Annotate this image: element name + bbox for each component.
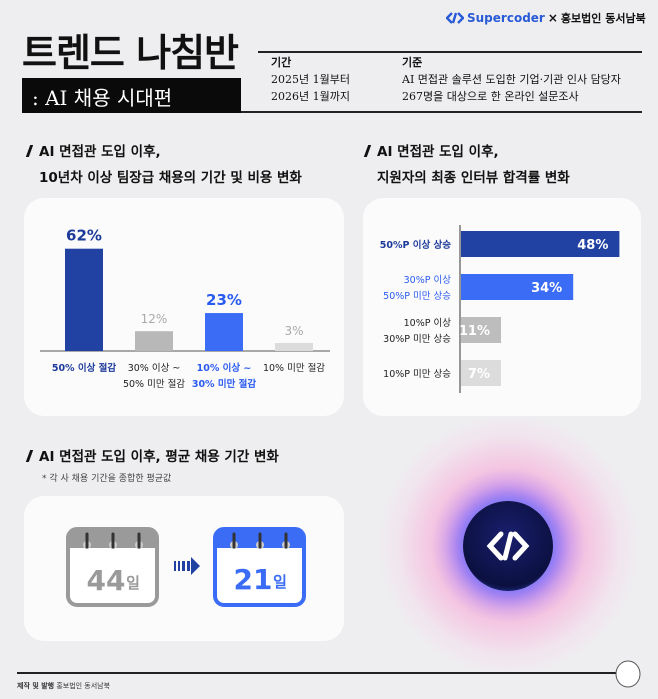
calendar-after-icon: 21 일 <box>213 527 306 607</box>
title-line: AI 면접관 도입 이후, <box>39 144 161 160</box>
title-line: 지원자의 최종 인터뷰 합격률 변화 <box>377 170 570 186</box>
title-line: AI 면접관 도입 이후, 평균 채용 기간 변화 <box>39 449 279 465</box>
data-label: 34% <box>531 281 562 296</box>
pen-icon <box>25 450 34 462</box>
arrow-right-icon <box>174 557 200 575</box>
category-label: 30% 미만 절감 <box>192 378 257 390</box>
duration-graphic: 44 일 21 일 <box>66 527 306 607</box>
page-subtitle: : AI 채용 시대편 <box>22 78 241 113</box>
title-line: 10년차 이상 팀장급 채용의 기간 및 비용 변화 <box>39 170 302 186</box>
duration-card: 44 일 21 일 <box>24 496 344 641</box>
compass-icon <box>615 660 641 688</box>
category-label: 50%P 미만 상승 <box>383 291 451 302</box>
times-sign: × <box>547 11 558 25</box>
supercoder-logo-icon <box>486 531 530 561</box>
period-info: 기간 2025년 1월부터 2026년 1월까지 <box>271 54 350 105</box>
data-label: 48% <box>577 238 608 253</box>
category-label: 10%P 이상 <box>404 318 452 329</box>
brand-logo: Supercoder × 홍보법인 동서남북 <box>446 10 646 26</box>
data-label: 11% <box>459 324 490 339</box>
bar <box>461 360 501 386</box>
category-label: 50% 이상 절감 <box>52 362 117 374</box>
period-label: 기간 <box>271 56 292 69</box>
before-unit: 일 <box>126 574 140 592</box>
basis-info: 기준 AI 면접관 솔루션 도입한 기업·기관 인사 담당자 267명을 대상으… <box>402 54 621 105</box>
left-section-title: AI 면접관 도입 이후, 10년차 이상 팀장급 채용의 기간 및 비용 변화 <box>25 139 302 191</box>
orb-core <box>463 501 553 591</box>
bar <box>135 331 173 351</box>
period-line: 2025년 1월부터 <box>271 73 350 86</box>
footer-credit: 제작 및 발행 홍보법인 동서남북 <box>17 681 110 691</box>
basis-line: AI 면접관 솔루션 도입한 기업·기관 인사 담당자 <box>402 73 621 86</box>
after-days: 21 <box>234 563 273 596</box>
bar <box>461 317 501 343</box>
bottom-section-title: AI 면접관 도입 이후, 평균 채용 기간 변화 <box>25 444 279 470</box>
data-label: 7% <box>468 367 490 382</box>
category-label: 50%P 이상 상승 <box>380 239 452 251</box>
horizontal-bar-chart: 48% 50%P 이상 상승 34% 30%P 이상 50%P 미만 상승 11% 10%P… <box>380 225 620 393</box>
period-line: 2026년 1월까지 <box>271 90 350 103</box>
right-section-title: AI 면접관 도입 이후, 지원자의 최종 인터뷰 합격률 변화 <box>363 139 570 191</box>
bar <box>461 274 574 300</box>
brand-name: Supercoder <box>467 11 545 25</box>
pen-icon <box>363 145 372 157</box>
basis-line: 267명을 대상으로 한 온라인 설문조사 <box>402 90 579 103</box>
pen-icon <box>25 145 34 157</box>
footer-label: 제작 및 발행 <box>17 681 55 690</box>
category-label: 50% 미만 절감 <box>123 378 185 390</box>
category-label: 30% 이상 ~ <box>128 363 181 374</box>
bar <box>65 248 103 351</box>
page-title: 트렌드 나침반 <box>22 30 239 75</box>
data-label: 62% <box>66 227 102 245</box>
vertical-bar-chart: 62% 50% 이상 절감 12% 30% 이상 ~ 50% 미만 절감 23% 10% 이… <box>40 227 330 390</box>
bar <box>461 231 620 257</box>
data-label: 23% <box>206 291 242 309</box>
category-label: 30%P 미만 상승 <box>383 334 451 345</box>
before-days: 44 <box>87 564 126 597</box>
basis-label: 기준 <box>402 56 423 69</box>
partner-name: 홍보법인 동서남북 <box>560 12 646 25</box>
bar <box>205 313 243 351</box>
after-unit: 일 <box>273 573 287 591</box>
vertical-bar-chart-card: 62% 50% 이상 절감 12% 30% 이상 ~ 50% 미만 절감 23% 10% 이… <box>24 198 344 416</box>
supercoder-logo-icon <box>446 12 464 24</box>
calendar-before-icon: 44 일 <box>66 527 159 607</box>
bar <box>275 343 313 351</box>
category-label: 10% 이상 ~ <box>197 362 252 374</box>
title-line: AI 면접관 도입 이후, <box>377 144 499 160</box>
data-label: 3% <box>284 324 303 338</box>
horizontal-bar-chart-card: 48% 50%P 이상 상승 34% 30%P 이상 50%P 미만 상승 11% 10%P… <box>363 198 641 416</box>
category-label: 10% 미만 절감 <box>263 362 325 374</box>
footer-publisher: 홍보법인 동서남북 <box>56 682 111 690</box>
category-label: 30%P 이상 <box>404 275 452 286</box>
data-label: 12% <box>141 312 168 326</box>
bottom-note: * 각 사 채용 기간을 종합한 평균값 <box>42 474 172 484</box>
category-label: 10%P 미만 상승 <box>383 369 451 380</box>
